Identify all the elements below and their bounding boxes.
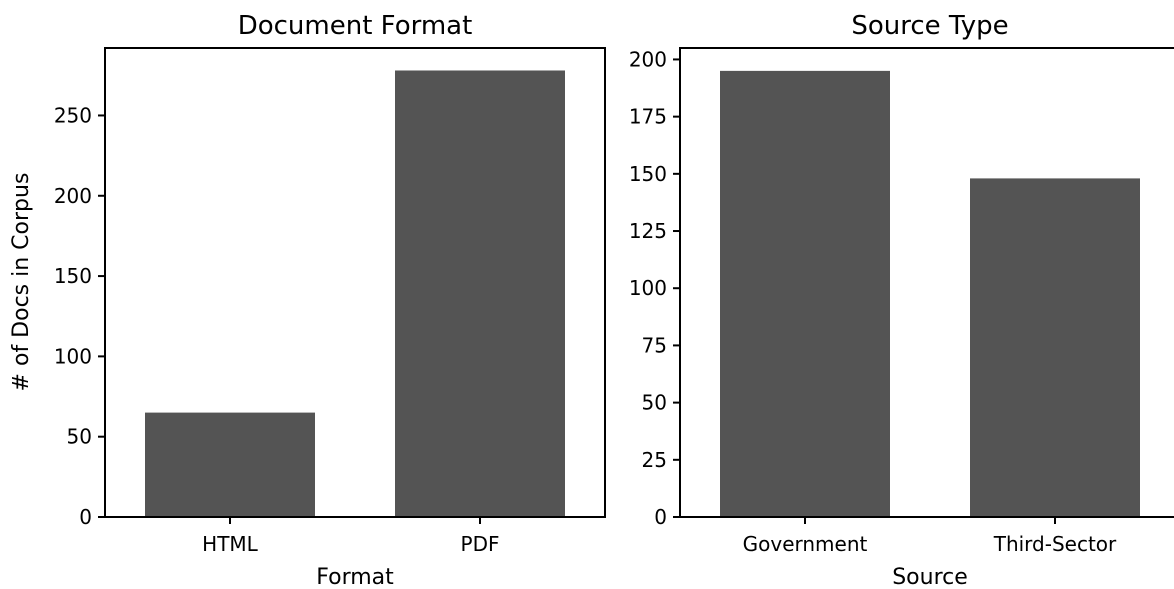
x-axis-label: Source (892, 565, 968, 589)
bar-html (145, 412, 315, 517)
y-tick-label: 0 (654, 505, 667, 529)
x-tick-label: HTML (202, 532, 259, 556)
y-tick-label: 200 (54, 184, 92, 208)
x-tick-label: Third-Sector (993, 532, 1117, 556)
chart-title: Source Type (851, 11, 1008, 41)
x-tick-label: Government (743, 532, 868, 556)
chart-source-type: Source Type Source 0 25 50 75 100 125 150 175 20… (629, 11, 1174, 589)
y-axis-label: # of Docs in Corpus (9, 173, 34, 392)
bar-third-sector (970, 178, 1140, 517)
plot-frame (679, 47, 1174, 518)
y-tick-label: 50 (67, 425, 92, 449)
y-tick-label: 25 (642, 448, 667, 472)
y-tick-label: 100 (54, 344, 92, 368)
chart-title: Document Format (238, 11, 473, 41)
y-tick-label: 200 (629, 47, 667, 71)
y-tick-label: 175 (629, 105, 667, 129)
bar-government (720, 70, 890, 517)
y-tick-label: 50 (642, 391, 667, 415)
y-tick-label: 100 (629, 276, 667, 300)
x-tick-label: PDF (461, 532, 500, 556)
y-tick-label: 75 (642, 333, 667, 357)
bar-pdf (395, 70, 565, 517)
plot-frame (104, 47, 606, 518)
y-tick-label: 125 (629, 219, 667, 243)
y-tick-label: 0 (79, 505, 92, 529)
chart-document-format: Document Format # of Docs in Corpus Form… (9, 11, 606, 589)
y-tick-label: 250 (54, 103, 92, 127)
y-tick-label: 150 (54, 264, 92, 288)
x-axis-label: Format (316, 565, 394, 589)
y-tick-label: 150 (629, 162, 667, 186)
